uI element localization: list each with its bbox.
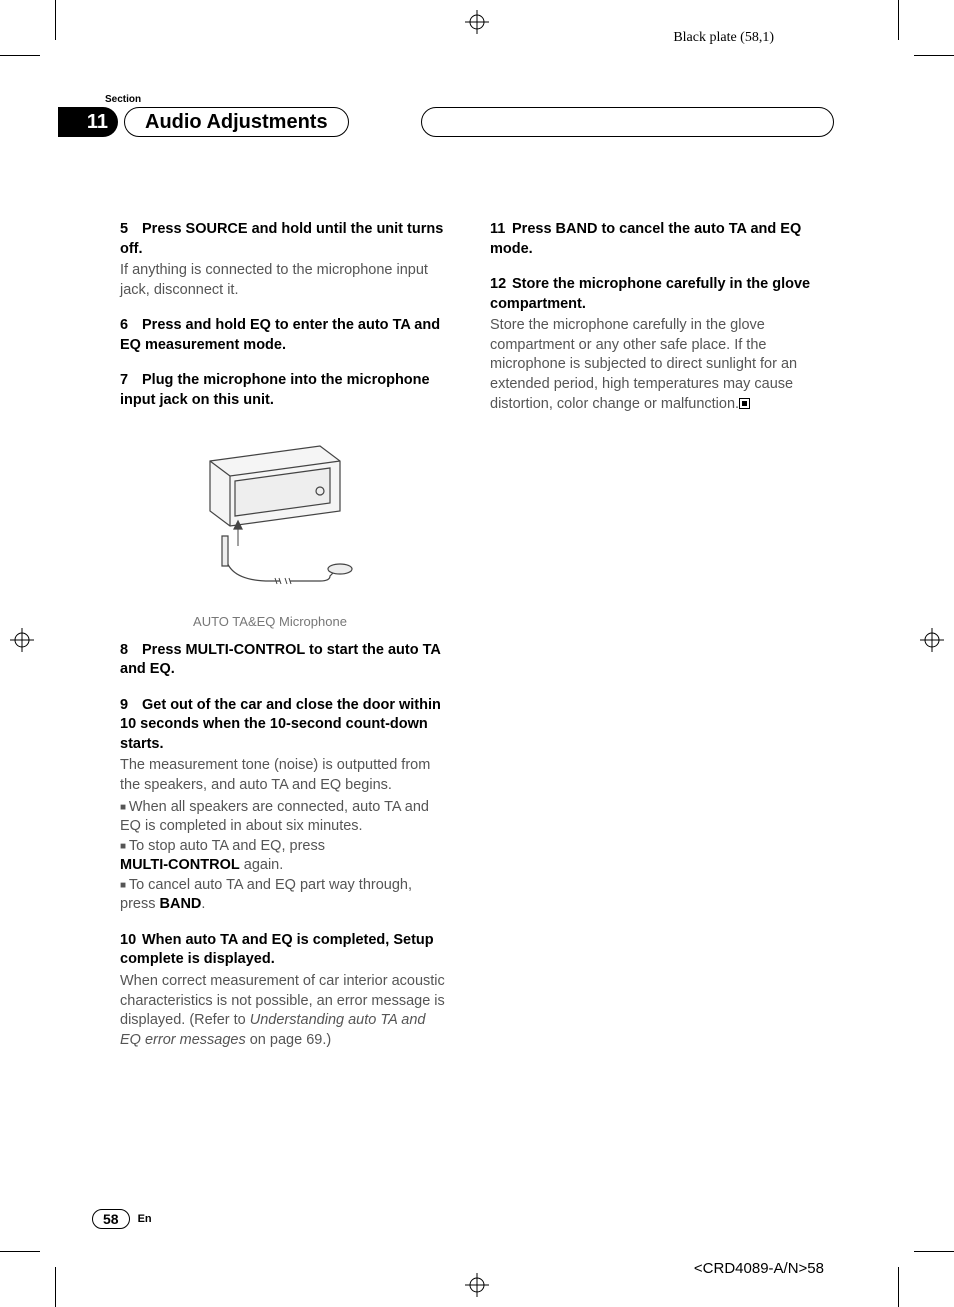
bullet-text: . (201, 896, 205, 912)
step-title: Press MULTI-CONTROL to start the auto TA… (120, 642, 440, 678)
crop-mark (898, 1267, 899, 1307)
step-number: 11 (490, 220, 512, 240)
step-title: Press SOURCE and hold until the unit tur… (120, 221, 443, 257)
step-heading: 7Plug the microphone into the microphone… (120, 371, 450, 410)
microphone-diagram: AUTO TA&EQ Microphone (170, 421, 450, 631)
step-title: Store the microphone carefully in the gl… (490, 276, 810, 312)
step-number: 12 (490, 275, 512, 295)
crop-mark (55, 1267, 56, 1307)
step-number: 9 (120, 696, 142, 716)
step-body: The measurement tone (noise) is outputte… (120, 756, 450, 795)
section-number: 11 (58, 107, 118, 137)
step-title: Get out of the car and close the door wi… (120, 697, 441, 752)
crop-mark (914, 55, 954, 56)
step-number: 5 (120, 220, 142, 240)
bold-label: MULTI-CONTROL (120, 857, 240, 873)
bullet-text: When all speakers are connected, auto TA… (120, 799, 429, 835)
registration-mark-icon (465, 1273, 489, 1297)
step-title: Press BAND to cancel the auto TA and EQ … (490, 221, 801, 257)
step-number: 6 (120, 316, 142, 336)
step-heading: 12Store the microphone carefully in the … (490, 275, 820, 314)
registration-mark-icon (10, 628, 34, 652)
step-title: When auto TA and EQ is completed, Setup … (120, 932, 434, 968)
bullet-text: To stop auto TA and EQ, press (129, 838, 325, 854)
step-body: Store the microphone carefully in the gl… (490, 316, 820, 414)
document-code: <CRD4089-A/N>58 (694, 1260, 824, 1277)
step-heading: 8Press MULTI-CONTROL to start the auto T… (120, 641, 450, 680)
language-label: En (138, 1213, 152, 1225)
bullet-text: again. (240, 857, 284, 873)
step-heading: 11Press BAND to cancel the auto TA and E… (490, 220, 820, 259)
left-column: 5Press SOURCE and hold until the unit tu… (120, 220, 450, 1066)
step-body: When correct measurement of car interior… (120, 972, 450, 1050)
end-mark-icon (739, 398, 750, 409)
step-title: Plug the microphone into the microphone … (120, 372, 430, 408)
empty-title-pill (421, 107, 834, 137)
crop-mark (914, 1251, 954, 1252)
diagram-caption: AUTO TA&EQ Microphone (170, 613, 370, 631)
content-body: 5Press SOURCE and hold until the unit tu… (120, 220, 820, 1066)
right-column: 11Press BAND to cancel the auto TA and E… (490, 220, 820, 1066)
body-text: on page 69.) (246, 1032, 331, 1048)
section-label: Section (105, 94, 141, 105)
step-number: 8 (120, 641, 142, 661)
registration-mark-icon (920, 628, 944, 652)
crop-mark (0, 55, 40, 56)
bullet-item: When all speakers are connected, auto TA… (120, 798, 450, 837)
page-number: 58 (92, 1209, 130, 1229)
crop-mark (898, 0, 899, 40)
step-heading: 5Press SOURCE and hold until the unit tu… (120, 220, 450, 259)
step-body: If anything is connected to the micropho… (120, 261, 450, 300)
step-number: 7 (120, 371, 142, 391)
step-heading: 6Press and hold EQ to enter the auto TA … (120, 316, 450, 355)
bullet-item: To cancel auto TA and EQ part way throug… (120, 876, 450, 915)
body-text: Store the microphone carefully in the gl… (490, 317, 797, 411)
crop-mark (55, 0, 56, 40)
step-heading: 10When auto TA and EQ is completed, Setu… (120, 931, 450, 970)
plate-label: Black plate (58,1) (673, 30, 774, 46)
step-title: Press and hold EQ to enter the auto TA a… (120, 317, 440, 353)
page-title: Audio Adjustments (124, 107, 349, 137)
step-number: 10 (120, 931, 142, 951)
crop-mark (0, 1251, 40, 1252)
registration-mark-icon (465, 10, 489, 34)
header-row: 11 Audio Adjustments (58, 106, 834, 138)
bold-label: BAND (160, 896, 202, 912)
page-footer: 58 En (92, 1209, 152, 1229)
step-heading: 9Get out of the car and close the door w… (120, 696, 450, 755)
bullet-item: To stop auto TA and EQ, press (120, 837, 450, 857)
